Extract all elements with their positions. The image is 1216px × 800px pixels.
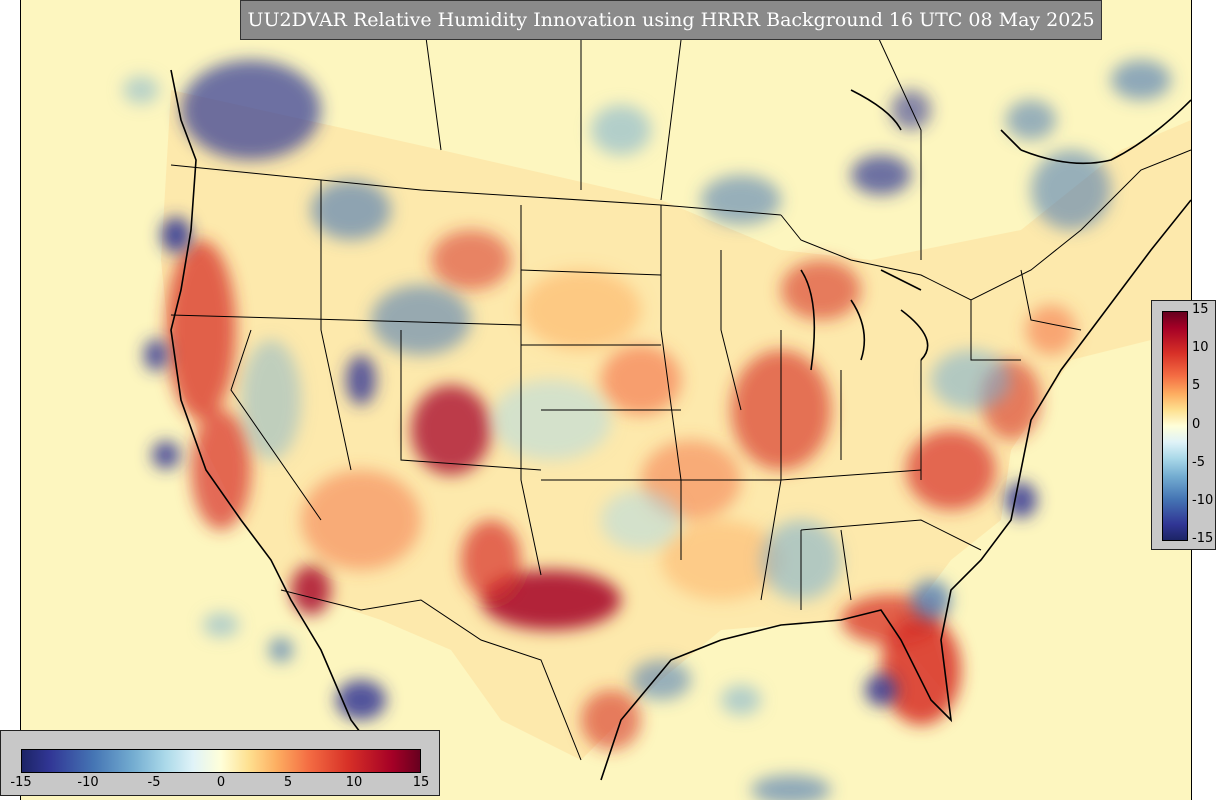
state-line-20: [1020, 269, 1082, 331]
colorbar-tick: -15: [10, 775, 32, 790]
political-boundaries: [170, 0, 1191, 761]
us-canada-border: [170, 164, 782, 216]
state-line-18: [840, 529, 852, 601]
state-line-2: [320, 180, 352, 471]
colorbar-tick: -5: [147, 775, 161, 790]
state-line-3: [230, 329, 322, 521]
state-line-19: [970, 300, 1021, 361]
colorbar-tick: -5: [1192, 455, 1205, 470]
colorbar-tick: 10: [345, 775, 363, 790]
canadian-province-lines: [420, 0, 922, 260]
colorbar-tick: -10: [77, 775, 99, 790]
state-line-5: [520, 205, 542, 576]
colorbar-gradient-vertical: [1162, 311, 1188, 541]
state-line-15: [720, 250, 742, 411]
colorbar-tick: 15: [412, 775, 430, 790]
colorbar-legend-horizontal: -15 -10 -5 0 5 10 15: [0, 730, 440, 796]
map-canvas: [20, 0, 1192, 800]
colorbar-tick: 10: [1192, 340, 1209, 355]
colorbar-tick: -15: [1192, 531, 1214, 546]
state-line-12: [760, 330, 782, 601]
coastlines: [170, 69, 1191, 781]
state-line-8: [520, 269, 662, 276]
colorbar-tick: 15: [1192, 302, 1209, 317]
colorbar-gradient-horizontal: [21, 749, 421, 773]
colorbar-tick: 5: [1192, 378, 1201, 393]
us-mexico-border: [280, 589, 582, 761]
colorbar-legend-vertical: 15 10 5 0 -5 -10 -15: [1151, 300, 1216, 550]
colorbar-tick: 0: [216, 775, 226, 790]
state-line-1: [170, 314, 522, 326]
map-title: UU2DVAR Relative Humidity Innovation usi…: [240, 0, 1102, 40]
colorbar-tick: 5: [283, 775, 293, 790]
state-line-16: [800, 519, 982, 551]
state-line-4: [400, 330, 542, 471]
colorbar-tick: 0: [1192, 417, 1201, 432]
conus-landmass: [161, 90, 1191, 760]
humidity-field: [123, 0, 1191, 800]
colorbar-tick: -10: [1192, 493, 1214, 508]
positive-innovation-areas: [166, 230, 1076, 750]
state-line-7: [660, 205, 682, 481]
